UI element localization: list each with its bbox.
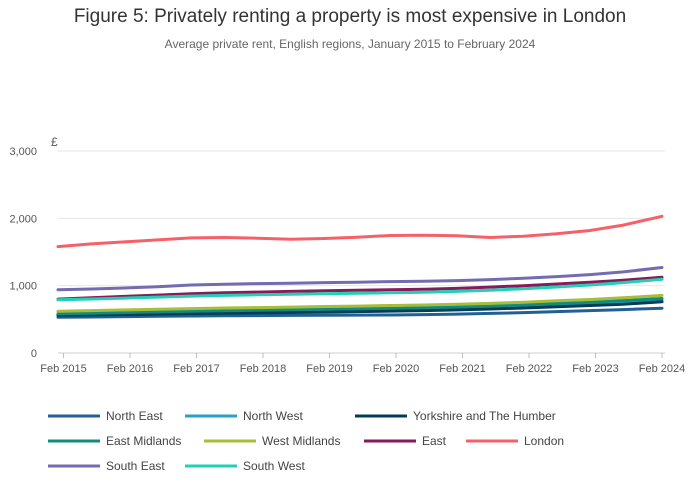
x-axis: Feb 2015 Feb 2016 Feb 2017 Feb 2018 Feb 2019… — [40, 353, 685, 375]
series-line-west-midlands[interactable] — [56, 293, 664, 313]
series-line-london[interactable] — [56, 214, 664, 249]
legend-label: East — [422, 434, 447, 448]
legend-label: London — [524, 434, 564, 448]
series-line-south-east[interactable] — [56, 266, 664, 292]
series-line-east-midlands[interactable] — [56, 297, 664, 316]
series-line-yorkshire-and-the-humber[interactable] — [56, 300, 664, 317]
legend-item-north-west[interactable]: North West — [185, 409, 303, 423]
legend-item-south-east[interactable]: South East — [48, 459, 165, 473]
x-tick-label: Feb 2022 — [506, 363, 552, 375]
series-line-east[interactable] — [56, 275, 664, 301]
x-tick-label: Feb 2023 — [572, 363, 618, 375]
legend-item-east[interactable]: East — [364, 434, 447, 448]
y-tick-label: 2,000 — [9, 213, 37, 225]
legend-label: South East — [106, 459, 165, 473]
legend-label: North East — [106, 409, 163, 423]
legend-item-london[interactable]: London — [466, 434, 564, 448]
legend-label: North West — [243, 409, 303, 423]
chart-title: Figure 5: Privately renting a property i… — [73, 6, 627, 27]
y-tick-label: 1,000 — [9, 281, 37, 293]
legend-label: South West — [243, 459, 305, 473]
legend-item-yorkshire-and-the-humber[interactable]: Yorkshire and The Humber — [355, 409, 556, 423]
legend[interactable]: North East North West Yorkshire and The Hu… — [48, 409, 564, 473]
legend-item-west-midlands[interactable]: West Midlands — [204, 434, 340, 448]
x-tick-label: Feb 2021 — [439, 363, 485, 375]
legend-item-east-midlands[interactable]: East Midlands — [48, 434, 181, 448]
y-tick-label: 0 — [31, 348, 37, 360]
series-line-north-east[interactable] — [56, 306, 664, 319]
chart-subtitle: Average private rent, English regions, J… — [164, 37, 536, 51]
x-tick-label: Feb 2018 — [240, 363, 286, 375]
x-tick-label: Feb 2024 — [639, 363, 685, 375]
series-line-south-west[interactable] — [56, 277, 664, 302]
legend-item-north-east[interactable]: North East — [48, 409, 163, 423]
x-tick-label: Feb 2020 — [373, 363, 419, 375]
y-axis-unit-label: £ — [51, 135, 58, 149]
x-tick-label: Feb 2016 — [107, 363, 153, 375]
series-lines — [56, 214, 664, 319]
legend-label: West Midlands — [262, 434, 340, 448]
x-tick-label: Feb 2015 — [40, 363, 86, 375]
legend-item-south-west[interactable]: South West — [185, 459, 305, 473]
x-tick-label: Feb 2017 — [173, 363, 219, 375]
legend-label: East Midlands — [106, 434, 181, 448]
x-tick-label: Feb 2019 — [306, 363, 352, 375]
legend-label: Yorkshire and The Humber — [413, 409, 556, 423]
y-axis: 0 1,000 2,000 3,000 £ — [9, 135, 58, 360]
gridlines — [58, 150, 665, 354]
y-tick-label: 3,000 — [9, 146, 37, 158]
